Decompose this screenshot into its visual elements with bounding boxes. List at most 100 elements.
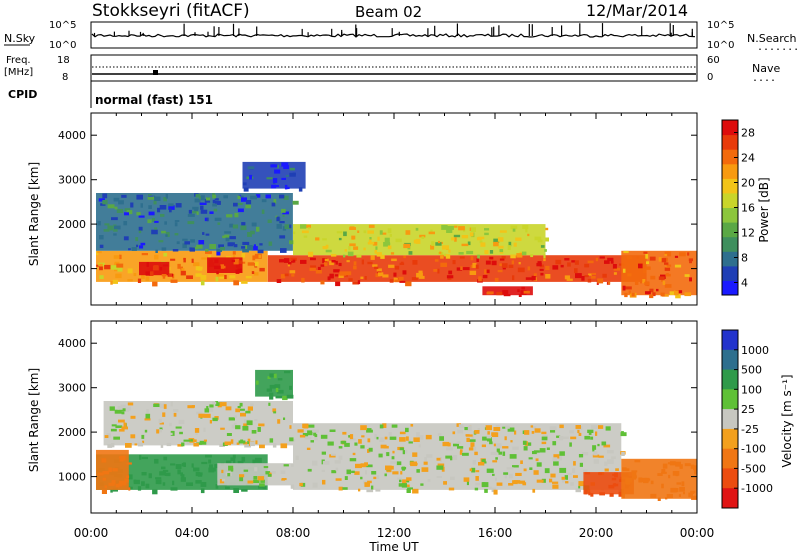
power-cell — [245, 242, 249, 245]
power-cell — [493, 241, 499, 247]
velocity-cell — [400, 471, 403, 475]
power-cell — [193, 262, 200, 267]
power-cell — [110, 281, 113, 285]
velocity-cell — [604, 461, 608, 466]
power-cell — [201, 257, 208, 260]
power-cell — [233, 254, 236, 260]
power-cell — [497, 237, 504, 242]
velocity-cell — [183, 439, 191, 442]
time-tick-label: 08:00 — [276, 526, 311, 540]
power-cell — [458, 226, 465, 231]
power-cell — [638, 263, 643, 269]
power-cell — [664, 253, 667, 256]
power-cell — [674, 255, 679, 258]
power-cell — [175, 203, 182, 208]
power-cell — [200, 209, 208, 214]
power-cell — [545, 227, 549, 231]
velocity-cell — [236, 442, 240, 445]
power-cell — [289, 167, 295, 171]
power-cell — [206, 217, 209, 222]
velocity-cell — [611, 456, 616, 460]
power-colorbar-segment — [722, 134, 738, 150]
velocity-cell — [485, 425, 492, 431]
velocity-cell — [581, 452, 589, 456]
velocity-cell — [158, 418, 162, 424]
power-cell — [168, 205, 175, 210]
power-cell — [599, 256, 605, 259]
power-cell — [324, 258, 329, 262]
power-cell — [281, 208, 286, 213]
power-cell — [205, 248, 209, 252]
velocity-cell — [608, 484, 615, 489]
power-cell — [545, 237, 549, 242]
velocity-cell — [141, 456, 148, 460]
power-cell — [602, 273, 607, 278]
velocity-cell — [447, 442, 451, 447]
velocity-cell — [141, 472, 147, 476]
power-cell — [99, 263, 103, 267]
power-cell — [192, 210, 199, 214]
power-cell — [628, 290, 631, 294]
power-cell — [208, 255, 212, 260]
velocity-cell — [407, 487, 413, 490]
power-cell — [124, 208, 131, 212]
velocity-colorbar-tick-label: -500 — [741, 462, 766, 475]
velocity-cell — [403, 449, 408, 454]
power-cell — [689, 277, 692, 282]
power-cell — [123, 236, 129, 241]
velocity-cell — [472, 459, 476, 465]
velocity-cell — [219, 402, 227, 407]
power-cell — [174, 222, 178, 227]
velocity-cell — [199, 440, 207, 445]
power-cell — [216, 273, 224, 277]
velocity-cell — [257, 427, 261, 432]
power-cell — [610, 260, 614, 264]
power-cell — [478, 236, 485, 240]
power-cell — [339, 271, 347, 276]
power-cell — [187, 213, 195, 217]
power-cell — [511, 260, 514, 265]
velocity-cell — [475, 482, 481, 486]
power-cell — [480, 242, 486, 247]
velocity-cell — [436, 457, 441, 461]
power-cell — [448, 249, 451, 253]
velocity-cell — [225, 406, 232, 411]
power-cell — [460, 266, 463, 270]
power-cell — [240, 225, 247, 231]
velocity-cell — [193, 439, 197, 442]
velocity-cell — [268, 402, 271, 406]
velocity-cell — [489, 486, 492, 490]
power-cell — [512, 228, 516, 232]
velocity-cell — [257, 476, 265, 481]
velocity-cell — [601, 441, 607, 446]
power-cell — [658, 276, 665, 280]
velocity-cell — [496, 448, 500, 453]
velocity-cell — [275, 395, 283, 399]
power-cell — [613, 272, 617, 275]
velocity-cell — [253, 479, 260, 483]
power-cell — [254, 253, 262, 259]
power-cell — [393, 272, 397, 277]
velocity-cell — [137, 442, 144, 447]
velocity-cell — [181, 442, 185, 447]
velocity-cell — [591, 425, 598, 430]
time-tick-label: 00:00 — [74, 526, 109, 540]
power-cell — [669, 291, 677, 295]
velocity-colorbar-tick-label: -1000 — [741, 482, 773, 495]
power-cell — [116, 208, 124, 213]
velocity-cell — [666, 494, 673, 498]
power-cell — [564, 258, 570, 261]
velocity-cell — [334, 460, 341, 464]
power-panel: 1000 2000 3000 4000 Slant Range [km] 4 8 12 16… — [27, 112, 771, 306]
velocity-cell — [190, 439, 193, 442]
power-cell — [581, 276, 585, 281]
velocity-cell — [251, 430, 257, 434]
velocity-cell — [312, 482, 318, 488]
velocity-cell — [509, 454, 517, 459]
velocity-cell — [445, 455, 452, 459]
velocity-cell — [469, 439, 476, 442]
velocity-cell — [391, 424, 398, 428]
power-cell — [367, 261, 373, 265]
velocity-cell — [391, 456, 395, 460]
velocity-cell — [525, 442, 532, 446]
